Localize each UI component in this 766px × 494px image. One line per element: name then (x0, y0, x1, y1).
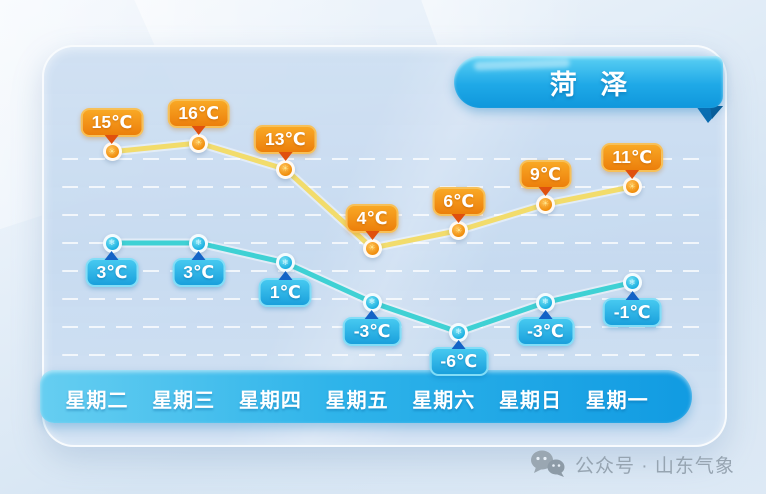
low-temp-point: ❄ (622, 273, 642, 293)
low-temp-point: ❄ (102, 233, 122, 253)
sun-icon: ☀ (541, 199, 550, 209)
high-temp-point: ☀ (449, 221, 469, 240)
snowflake-icon: ❄ (282, 257, 289, 267)
sun-icon: ☀ (281, 164, 289, 174)
gridline (62, 158, 700, 160)
high-temp-label: 4℃ (345, 204, 399, 233)
sun-icon: ☀ (455, 225, 463, 235)
high-temp-label: 11℃ (601, 142, 664, 172)
gridline (62, 354, 700, 356)
snowflake-icon: ❄ (542, 297, 549, 307)
weekday-label: 星期三 (152, 390, 216, 412)
sun-icon: ☀ (108, 146, 116, 156)
high-temp-label: 6℃ (432, 186, 486, 216)
sun-icon: ☀ (195, 138, 203, 147)
snowflake-icon: ❄ (108, 238, 116, 247)
high-temp-point: ☀ (362, 238, 382, 258)
high-temp-label: 16℃ (167, 99, 231, 128)
gridline (62, 242, 700, 244)
low-temp-label: 1℃ (258, 277, 312, 307)
low-temp-point: ❄ (189, 233, 209, 253)
high-temp-label: 13℃ (254, 125, 317, 155)
low-temp-label: -1℃ (602, 297, 662, 327)
footer-source-label: 公众号 · 山东气象 (575, 455, 735, 477)
high-temp-point: ☀ (622, 177, 642, 197)
low-temp-point: ❄ (362, 292, 382, 312)
snowflake-icon: ❄ (368, 297, 376, 307)
low-temp-point: ❄ (536, 292, 555, 312)
low-temp-point: ❄ (449, 322, 469, 342)
high-temp-point: ☀ (102, 142, 122, 162)
ribbon-fold (696, 106, 723, 123)
snowflake-icon: ❄ (455, 327, 463, 337)
low-temp-label: 3℃ (85, 258, 139, 287)
gridline (62, 186, 700, 188)
weekday-label: 星期五 (325, 390, 389, 412)
high-temp-point: ☀ (189, 133, 209, 153)
snowflake-icon: ❄ (628, 277, 636, 287)
weekday-label: 星期六 (412, 390, 476, 412)
sun-icon: ☀ (368, 243, 376, 252)
high-temp-label: 15℃ (80, 107, 144, 137)
weekday-bar: 星期二 星期三 星期四 星期五 星期六 星期日 星期一 (40, 370, 692, 423)
low-temp-label: 3℃ (172, 258, 226, 287)
city-title: 菏 泽 (549, 69, 636, 100)
city-ribbon: 菏 泽 (454, 56, 723, 108)
low-temp-label: -3℃ (342, 317, 402, 347)
low-temp-label: -3℃ (516, 317, 575, 347)
weekday-label: 星期四 (238, 390, 302, 412)
snowflake-icon: ❄ (195, 238, 203, 247)
wechat-bubbles-icon (531, 450, 565, 477)
weekday-label: 星期一 (585, 390, 649, 412)
high-temp-point: ☀ (275, 159, 295, 179)
weekday-label: 星期二 (65, 390, 129, 412)
high-temp-point: ☀ (536, 194, 555, 214)
sun-icon: ☀ (628, 181, 636, 191)
high-temp-label: 9℃ (519, 160, 572, 190)
gridline (62, 270, 700, 272)
weekday-label: 星期日 (499, 390, 562, 412)
footer-credit: 公众号 · 山东气象 (528, 449, 735, 479)
low-temp-label: -6℃ (429, 347, 489, 377)
